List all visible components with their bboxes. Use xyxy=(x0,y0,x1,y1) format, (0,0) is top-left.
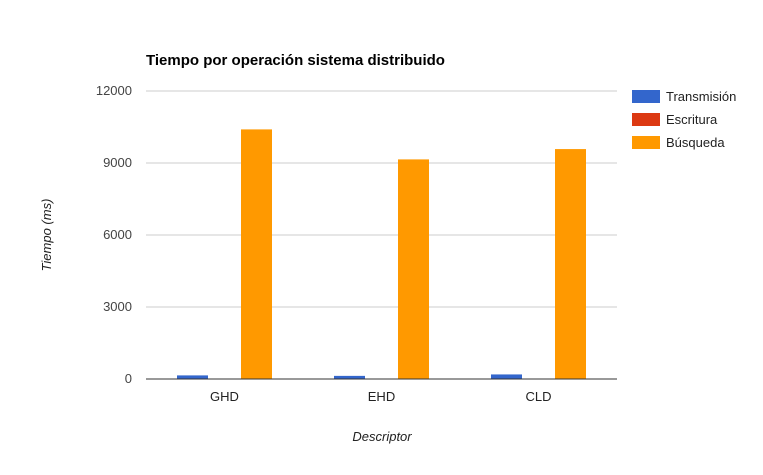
gridlines xyxy=(146,91,617,379)
bar-ghd-2 xyxy=(241,129,272,379)
legend-swatch xyxy=(632,136,660,149)
legend-swatch xyxy=(632,90,660,103)
x-category-label: GHD xyxy=(210,389,239,404)
bars xyxy=(146,129,617,379)
bar-cld-0 xyxy=(491,374,522,379)
legend-label: Escritura xyxy=(666,112,718,127)
legend-swatch xyxy=(632,113,660,126)
bar-ehd-2 xyxy=(398,159,429,379)
x-category-label: EHD xyxy=(368,389,395,404)
y-tick-labels: 0 3000 6000 9000 12000 xyxy=(96,83,132,386)
y-tick-label: 3000 xyxy=(103,299,132,314)
y-tick-label: 12000 xyxy=(96,83,132,98)
legend-label: Transmisión xyxy=(666,89,736,104)
y-tick-label: 9000 xyxy=(103,155,132,170)
y-axis-label: Tiempo (ms) xyxy=(39,199,54,272)
bar-ghd-0 xyxy=(177,375,208,379)
x-category-labels: GHD EHD CLD xyxy=(210,389,551,404)
y-tick-label: 6000 xyxy=(103,227,132,242)
y-tick-label: 0 xyxy=(125,371,132,386)
legend-label: Búsqueda xyxy=(666,135,725,150)
x-axis-label: Descriptor xyxy=(352,429,412,444)
x-category-label: CLD xyxy=(525,389,551,404)
legend: Transmisión Escritura Búsqueda xyxy=(632,89,736,150)
bar-cld-2 xyxy=(555,149,586,379)
chart-title: Tiempo por operación sistema distribuido xyxy=(146,52,445,69)
